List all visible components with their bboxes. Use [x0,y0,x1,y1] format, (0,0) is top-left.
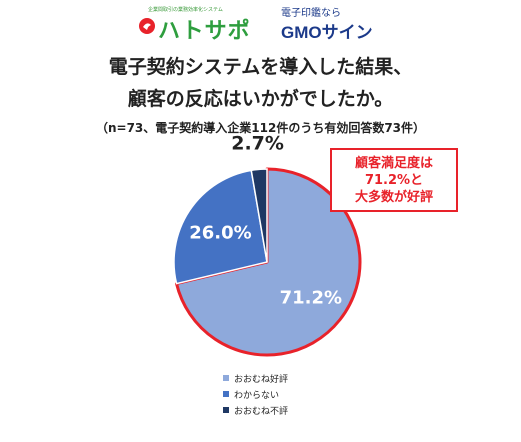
hatosapo-logo: 企業間取引の業務効率化システム ハトサポ [138,6,258,44]
legend-label-1: わからない [234,390,280,401]
slice-label-unknown: 26.0% [189,222,251,243]
callout-line-2: 71.2%と [364,173,424,188]
legend-swatch-2 [223,407,229,413]
gmo-tagline: 電子印鑑なら [281,8,341,19]
legend-swatch-1 [223,391,229,397]
callout-box: 顧客満足度は 71.2%と 大多数が好評 [330,148,458,212]
hatosapo-mark-icon [139,18,155,34]
highlight-outline [175,167,362,357]
chart-subtitle: （n=73、電子契約導入企業112件のうち有効回答数73件） [95,121,426,135]
slice-label-favorable: 71.2% [280,288,342,309]
callout-line-3: 大多数が好評 [354,190,433,205]
slice-label-unfavorable: 2.7% [231,132,284,154]
legend-label-0: おおむね好評 [234,374,289,385]
title-line-1: 電子契約システムを導入した結果、 [108,56,413,78]
pie-slice-unknown [173,169,268,285]
legend-item: わからない [223,386,288,402]
logo-area: 企業間取引の業務効率化システム ハトサポ 電子印鑑なら GMOサイン [0,0,521,46]
legend-item: おおむね不評 [223,402,288,418]
gmo-name: GMOサイン [281,23,373,42]
callout-line-1: 顧客満足度は [354,156,433,171]
pie-slice-unfavorable [250,168,268,263]
chart-legend: おおむね好評 わからない おおむね不評 [223,370,288,418]
legend-item: おおむね好評 [223,370,288,386]
hatosapo-tagline: 企業間取引の業務効率化システム [148,7,223,13]
legend-swatch-0 [223,375,229,381]
hatosapo-name: ハトサポ [158,19,251,44]
legend-label-2: おおむね不評 [234,406,289,417]
gmo-sign-logo: 電子印鑑なら GMOサイン [281,4,391,42]
title-line-2: 顧客の反応はいかがでしたか。 [127,88,394,110]
